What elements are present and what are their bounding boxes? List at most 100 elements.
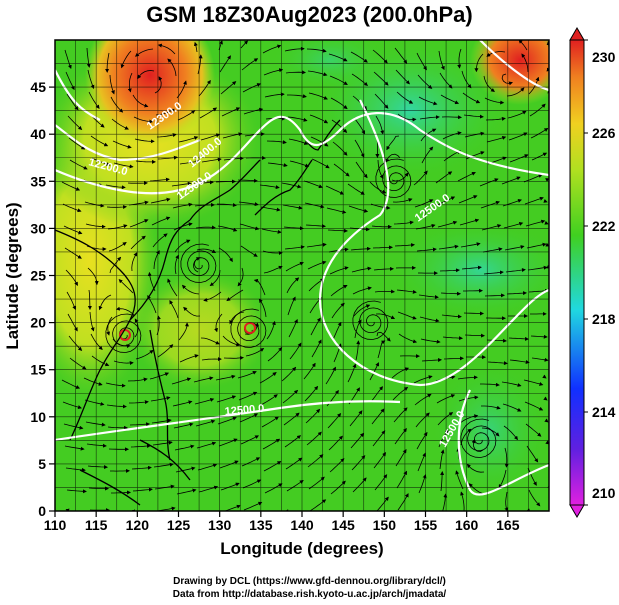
streamline-arrow (464, 333, 485, 338)
streamline-arrow (217, 225, 238, 232)
colorbar-tick-label: 218 (592, 311, 616, 327)
streamline-arrow (329, 75, 348, 86)
streamline-arrow (65, 71, 75, 91)
streamline-arrow (151, 216, 171, 226)
streamline-arrow (113, 360, 134, 365)
streamline-arrow (518, 40, 528, 51)
streamline-arrow (523, 379, 544, 386)
streamline-arrow (169, 300, 179, 319)
streamline-arrow (241, 457, 261, 467)
y-tick-label: 10 (30, 409, 46, 425)
streamline-arrow (355, 340, 361, 361)
streamline-arrow (486, 338, 507, 343)
streamline-arrow (152, 233, 168, 248)
x-tick-label: 165 (496, 517, 520, 533)
streamline-arrow (200, 337, 220, 345)
x-tick-label: 125 (167, 517, 191, 533)
streamline-arrow (328, 53, 348, 62)
streamline-arrow (167, 278, 178, 297)
streamline-arrow (262, 438, 281, 450)
vortex-swirl (352, 300, 389, 340)
streamline-arrow (501, 73, 513, 86)
y-tick-label: 35 (30, 173, 46, 189)
y-tick-label: 15 (30, 362, 46, 378)
x-tick-label: 120 (126, 517, 150, 533)
streamline-arrow (352, 286, 372, 295)
streamline-arrow (417, 74, 433, 89)
streamline-arrow (137, 70, 155, 79)
streamline-arrow (531, 357, 549, 362)
streamline-arrow (261, 228, 282, 234)
streamline-arrow (109, 74, 115, 95)
streamline-arrow (350, 432, 365, 449)
streamline-arrow (107, 425, 128, 430)
streamline-arrow (350, 246, 371, 251)
x-tick-label: 155 (414, 517, 438, 533)
streamline-arrow (371, 224, 392, 229)
streamline-arrow (471, 439, 484, 453)
streamline-arrow (132, 94, 149, 108)
colorbar-bottom-triangle (569, 504, 585, 518)
streamline-arrow (91, 355, 110, 367)
streamline-arrow (68, 335, 83, 351)
streamline-arrow (229, 311, 245, 325)
streamline-arrow (239, 413, 259, 423)
streamline-arrow (350, 51, 368, 63)
grid-lines (54, 39, 550, 512)
streamline-arrow (459, 218, 480, 226)
streamline-arrow (221, 107, 241, 117)
streamline-arrow (281, 182, 302, 189)
streamline-arrow (397, 113, 417, 122)
streamline-arrow (332, 321, 342, 341)
streamline-arrow (310, 136, 329, 147)
streamline-arrow (463, 114, 484, 119)
streamline-arrow (179, 159, 200, 165)
streamline-arrow (376, 496, 389, 511)
streamline-arrow (369, 362, 380, 381)
streamline-arrow (83, 377, 103, 386)
streamline-arrow (331, 302, 345, 319)
streamline-arrow (392, 198, 413, 203)
streamline-arrow (372, 245, 393, 250)
streamline-arrow (330, 97, 348, 110)
streamline-arrow (386, 135, 400, 151)
streamline-arrow (305, 224, 326, 229)
streamline-arrow (85, 421, 106, 427)
streamline-arrow (527, 265, 548, 271)
streamline-arrow (267, 346, 283, 362)
streamline-arrow (460, 242, 481, 248)
streamline-arrow (243, 501, 263, 511)
streamline-arrow (150, 396, 171, 402)
streamline-arrow (509, 154, 529, 163)
streamline-arrow (240, 40, 249, 49)
streamline-arrow (355, 161, 368, 179)
streamline-arrow (113, 162, 134, 169)
streamline-arrow (241, 58, 259, 71)
streamline-arrow (393, 220, 414, 225)
streamline-arrow (64, 445, 85, 451)
streamline-arrow (178, 136, 199, 143)
y-axis-title: Latitude (degrees) (3, 202, 22, 349)
streamline-arrow (479, 178, 499, 187)
streamline-arrow (222, 335, 241, 347)
streamline-arrow (439, 449, 445, 470)
streamline-arrow (306, 48, 327, 53)
x-tick-label: 150 (373, 517, 397, 533)
streamline-arrow (106, 316, 113, 336)
streamline-arrow (526, 445, 539, 463)
streamline-arrow (220, 482, 240, 491)
streamline-arrow (351, 73, 369, 87)
streamline-arrow (460, 428, 472, 446)
streamline-arrow (87, 465, 108, 469)
streamline-arrow (238, 201, 259, 207)
streamline-arrow (374, 93, 389, 109)
x-tick-label: 130 (208, 517, 232, 533)
streamline-arrow (531, 152, 548, 161)
streamline-arrow (486, 136, 507, 143)
streamline-arrow (127, 72, 133, 93)
streamline-arrow (105, 52, 110, 73)
streamline-arrow (134, 48, 154, 57)
x-axis-title: Longitude (degrees) (220, 539, 383, 558)
streamline-arrow (484, 97, 505, 105)
streamline-arrow (398, 333, 418, 344)
